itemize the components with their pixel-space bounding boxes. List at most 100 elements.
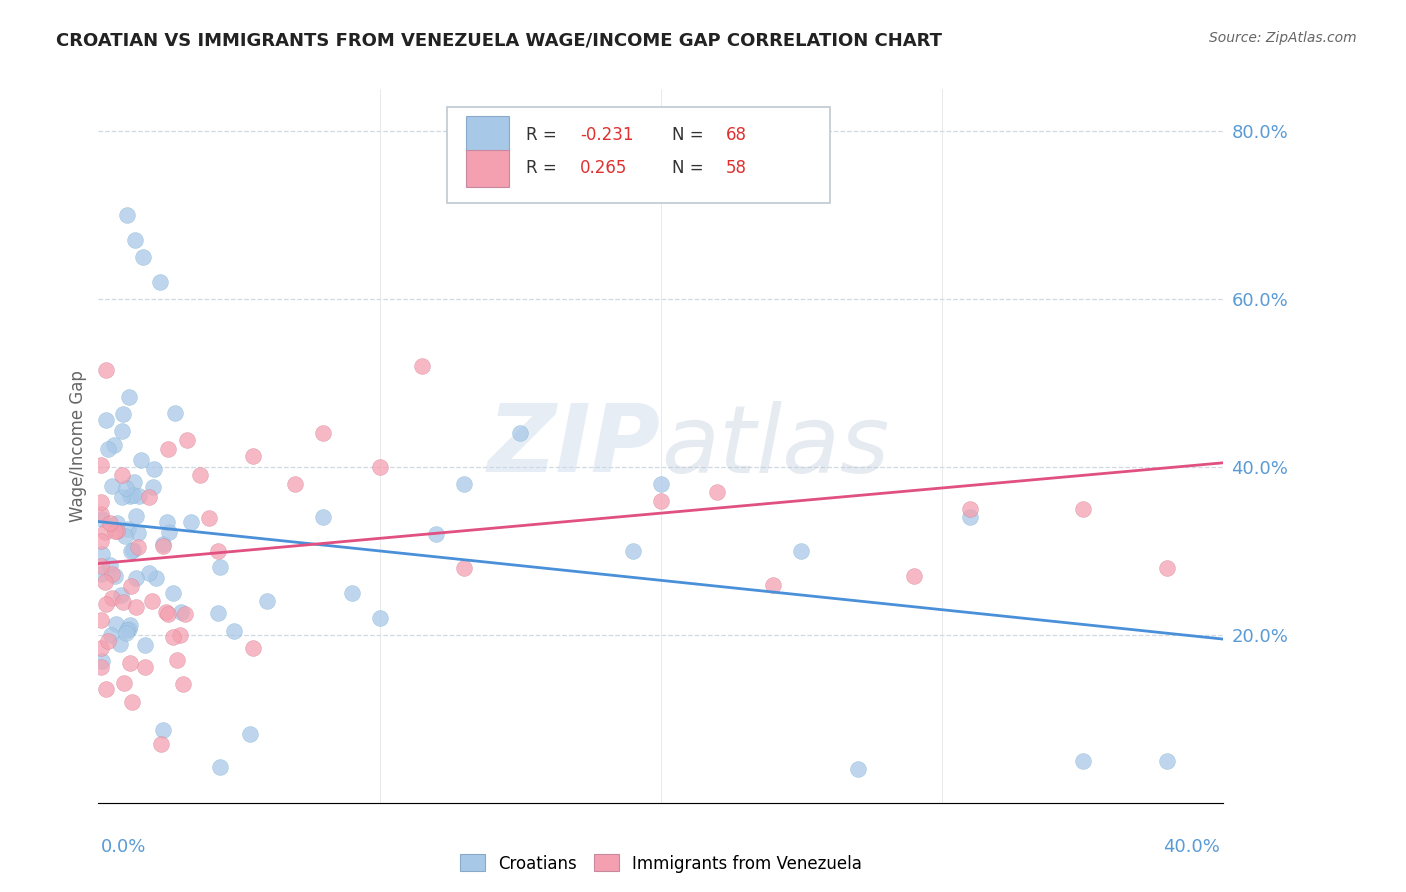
Point [312, 510, 335, 524]
Point [122, 543, 145, 558]
Point [120, 579, 142, 593]
Text: 0.0%: 0.0% [101, 838, 146, 855]
Point [94, 597, 117, 611]
Point [90, 507, 112, 521]
Text: CROATIAN VS IMMIGRANTS FROM VENEZUELA WAGE/INCOME GAP CORRELATION CHART: CROATIAN VS IMMIGRANTS FROM VENEZUELA WA… [56, 31, 942, 49]
Y-axis label: Wage/Income Gap: Wage/Income Gap [69, 370, 87, 522]
Point [163, 406, 186, 420]
Point [110, 637, 132, 651]
Point [207, 607, 229, 621]
Point [111, 595, 134, 609]
Text: N =: N = [672, 126, 709, 144]
Point [174, 607, 197, 621]
Point [134, 638, 156, 652]
Point [90, 660, 112, 674]
Point [208, 760, 231, 774]
Point [111, 407, 134, 421]
Point [96, 363, 118, 377]
Point [91, 512, 114, 526]
Point [1071, 502, 1094, 516]
Point [120, 544, 142, 558]
Point [1071, 754, 1094, 768]
Point [256, 593, 278, 607]
Point [90, 547, 112, 561]
Point [131, 453, 153, 467]
Point [162, 630, 184, 644]
Point [97, 633, 120, 648]
Text: R =: R = [526, 160, 562, 178]
Text: atlas: atlas [661, 401, 889, 491]
Point [128, 489, 150, 503]
Point [110, 589, 132, 603]
Bar [467, 116, 509, 153]
Point [125, 571, 148, 585]
Point [650, 476, 672, 491]
Point [96, 682, 118, 697]
Point [111, 490, 134, 504]
Point [162, 586, 184, 600]
Point [152, 723, 174, 738]
Point [453, 476, 475, 491]
Point [197, 511, 219, 525]
Bar [467, 150, 509, 187]
Point [207, 544, 229, 558]
Point [152, 539, 174, 553]
Point [170, 605, 193, 619]
Point [156, 607, 179, 621]
Point [1156, 560, 1178, 574]
Point [284, 476, 307, 491]
Point [425, 527, 447, 541]
Point [138, 490, 160, 504]
Point [959, 502, 981, 516]
Point [90, 533, 112, 548]
Point [122, 475, 145, 489]
Point [104, 524, 127, 539]
Point [98, 558, 121, 573]
Point [118, 618, 141, 632]
Point [115, 623, 138, 637]
Point [94, 524, 117, 539]
Point [650, 493, 672, 508]
Point [155, 606, 177, 620]
Point [117, 522, 139, 536]
Point [142, 480, 165, 494]
Point [114, 625, 136, 640]
Point [188, 468, 211, 483]
Point [111, 425, 134, 439]
Point [209, 559, 232, 574]
Point [157, 524, 180, 539]
Point [176, 433, 198, 447]
Point [115, 481, 138, 495]
Point [959, 510, 981, 524]
Point [104, 569, 127, 583]
Point [790, 544, 813, 558]
Point [138, 566, 160, 580]
Text: -0.231: -0.231 [579, 126, 633, 144]
Point [152, 537, 174, 551]
Point [172, 677, 194, 691]
Text: 58: 58 [725, 160, 747, 178]
Point [368, 611, 391, 625]
Point [903, 569, 925, 583]
Text: R =: R = [526, 126, 562, 144]
Point [101, 566, 124, 581]
Point [169, 627, 191, 641]
Text: N =: N = [672, 160, 709, 178]
Point [115, 208, 138, 222]
Point [453, 560, 475, 574]
Point [145, 571, 167, 585]
Point [97, 442, 120, 457]
Point [127, 525, 149, 540]
Point [90, 641, 112, 656]
Point [149, 275, 172, 289]
Point [107, 516, 129, 531]
Point [411, 359, 433, 374]
Text: ZIP: ZIP [488, 400, 661, 492]
Point [118, 390, 141, 404]
Point [121, 695, 143, 709]
Point [118, 622, 141, 636]
Point [368, 460, 391, 475]
Point [125, 600, 148, 615]
Point [180, 515, 202, 529]
Point [222, 624, 245, 639]
